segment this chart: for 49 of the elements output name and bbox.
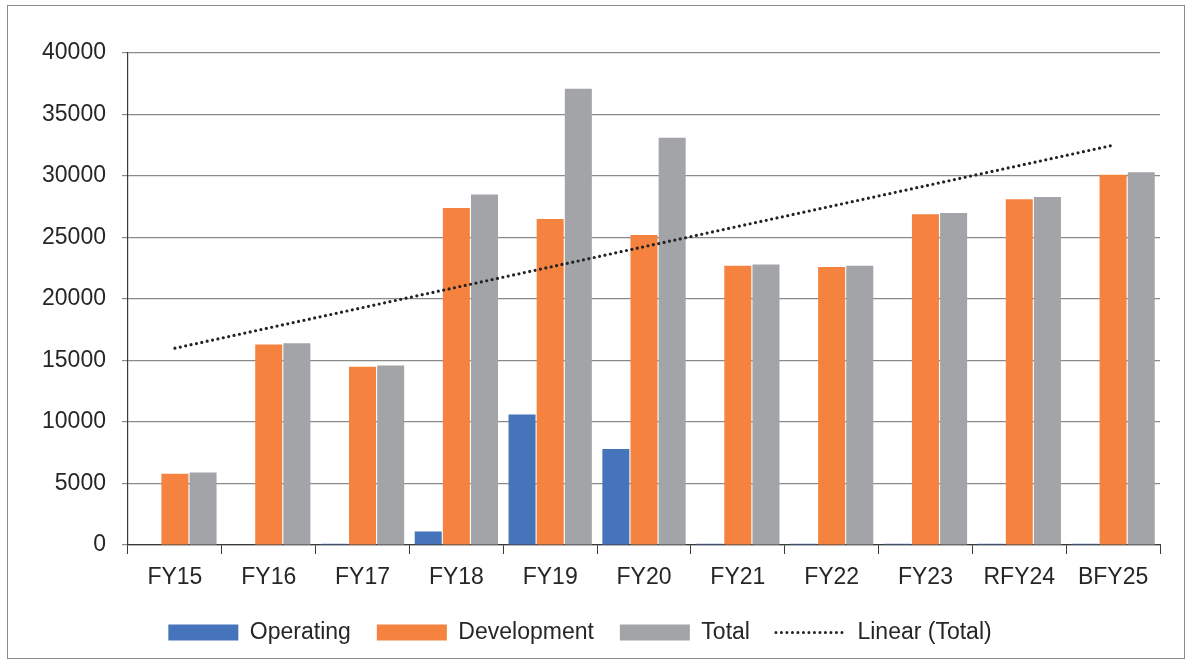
legend-label: Development [458,617,595,644]
x-tick-label: FY21 [710,563,766,590]
bar [1005,199,1033,545]
bar [846,265,874,545]
bar [1033,196,1061,545]
y-tick-label: 15000 [42,345,106,372]
bar [630,235,658,545]
bar [189,472,217,545]
bar [536,219,564,545]
x-tick-label: FY17 [335,563,391,590]
legend-label: Total [701,617,750,644]
bar [471,194,499,545]
x-tick-label: FY20 [616,563,672,590]
bar [818,267,846,545]
y-tick-label: 30000 [42,161,106,188]
x-tick-label: FY22 [804,563,860,590]
x-tick-label: RFY24 [983,563,1056,590]
bar [414,531,442,545]
y-tick-label: 20000 [42,284,106,311]
y-tick-label: 0 [93,530,106,557]
x-tick-label: FY15 [147,563,203,590]
bar [724,265,752,545]
bar [602,449,630,545]
bar [442,207,470,545]
bar [377,365,405,545]
bar [255,344,283,545]
legend-label: Linear (Total) [857,617,992,644]
legend-label: Operating [249,617,351,644]
x-tick-label: FY18 [428,563,484,590]
bar [911,214,939,545]
bar [752,264,780,545]
bar [161,473,189,545]
y-tick-label: 40000 [42,38,106,65]
bar [658,137,686,545]
y-tick-label: 10000 [42,407,106,434]
bar [508,414,536,545]
y-tick-label: 25000 [42,222,106,249]
x-tick-label: FY23 [897,563,953,590]
y-tick-label: 5000 [54,468,106,495]
bar [1099,174,1127,545]
x-tick-label: FY19 [522,563,578,590]
bar [940,212,968,545]
x-tick-label: FY16 [241,563,297,590]
bar [564,88,592,545]
bar [1127,172,1155,545]
x-tick-label: BFY25 [1077,563,1149,590]
bar [349,366,377,545]
bar [283,343,311,545]
y-tick-label: 35000 [42,99,106,126]
